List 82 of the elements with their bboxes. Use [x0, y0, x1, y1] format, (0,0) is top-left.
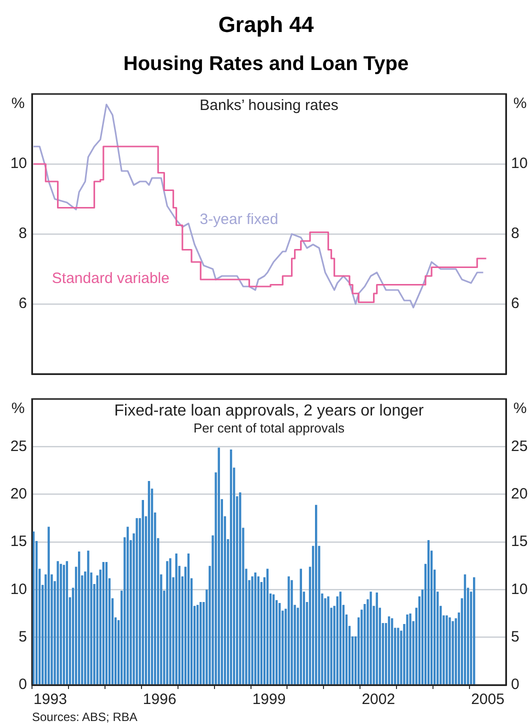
y-tick-label: 6: [18, 295, 27, 312]
y-tick-label: 0: [18, 676, 27, 694]
y2-axis-title: %: [513, 95, 527, 112]
bar: [230, 450, 232, 684]
y-tick-label: 20: [10, 485, 27, 502]
bar: [105, 562, 108, 684]
bar: [239, 492, 242, 684]
bar: [218, 448, 220, 684]
bar: [257, 576, 260, 684]
bar: [446, 615, 448, 684]
bar: [397, 628, 400, 684]
bar: [200, 602, 202, 684]
series-label: Standard variable: [52, 270, 170, 287]
bar: [290, 580, 293, 684]
chart-subtitle: Housing Rates and Loan Type: [122, 53, 410, 76]
annotation: Banks’ housing rates: [200, 97, 338, 114]
bar: [266, 568, 269, 684]
bar: [66, 561, 68, 684]
y2-tick-label: 5: [511, 628, 520, 646]
y2-tick-label: 20: [511, 485, 528, 502]
bar: [126, 526, 129, 684]
bar: [448, 617, 451, 684]
y-axis-title: %: [11, 95, 25, 112]
bar: [56, 561, 59, 684]
x-tick-label: 1993: [34, 691, 67, 708]
y-tick-label: 10: [10, 580, 27, 598]
bar: [169, 558, 172, 684]
bar: [406, 614, 408, 684]
bar: [376, 592, 378, 684]
y2-axis-title: %: [513, 400, 527, 418]
y2-tick-label: 10: [511, 580, 528, 598]
y2-tick-label: 8: [511, 225, 520, 242]
y-tick-label: 15: [10, 533, 27, 550]
bar: [409, 614, 412, 684]
bar: [464, 574, 466, 684]
bar: [327, 596, 330, 684]
bar: [254, 572, 256, 684]
y2-tick-label: 6: [511, 295, 520, 312]
bar: [136, 518, 138, 684]
y-tick-label: 10: [10, 155, 27, 172]
y-tick-label: 8: [18, 225, 27, 242]
y-axis-title: %: [11, 400, 25, 418]
y2-tick-label: 15: [511, 533, 528, 550]
chart-title: Fixed-rate loan approvals, 2 years or longer: [114, 402, 424, 420]
source-note: Sources: ABS; RBA: [32, 710, 138, 724]
bar: [175, 553, 178, 684]
bar: [142, 500, 144, 684]
bar: [388, 616, 390, 684]
bar: [87, 550, 90, 684]
y-tick-label: 5: [18, 628, 27, 646]
text: Per cent of total approvals: [193, 420, 346, 436]
bar: [78, 552, 80, 684]
bar: [370, 592, 372, 684]
x-tick-label: 2005: [471, 691, 504, 708]
y-tick-label: 25: [10, 438, 27, 455]
bar: [62, 564, 65, 684]
bar: [390, 618, 394, 684]
bar: [339, 592, 342, 684]
bar: [187, 553, 190, 684]
y2-tick-label: 25: [511, 438, 528, 455]
bar: [452, 621, 454, 684]
bar: [427, 540, 430, 684]
bar: [48, 526, 50, 684]
bar: [473, 577, 476, 684]
bar: [251, 576, 254, 684]
y2-tick-label: 10: [511, 155, 528, 172]
bar: [272, 594, 275, 684]
x-tick-label: 1999: [252, 691, 286, 708]
bar: [60, 564, 62, 684]
series-label: 3-year fixed: [200, 211, 278, 228]
bar: [102, 562, 104, 684]
y2-tick-label: 0: [511, 676, 520, 694]
bar: [300, 568, 302, 684]
bar: [148, 480, 150, 684]
x-tick-label: 2002: [362, 691, 396, 708]
bar: [196, 604, 199, 684]
bar: [288, 576, 290, 684]
chart-title: Graph 44: [217, 12, 315, 38]
x-tick-label: 1996: [142, 691, 176, 708]
bar: [166, 561, 168, 684]
bar: [315, 504, 318, 684]
bar: [278, 603, 281, 684]
